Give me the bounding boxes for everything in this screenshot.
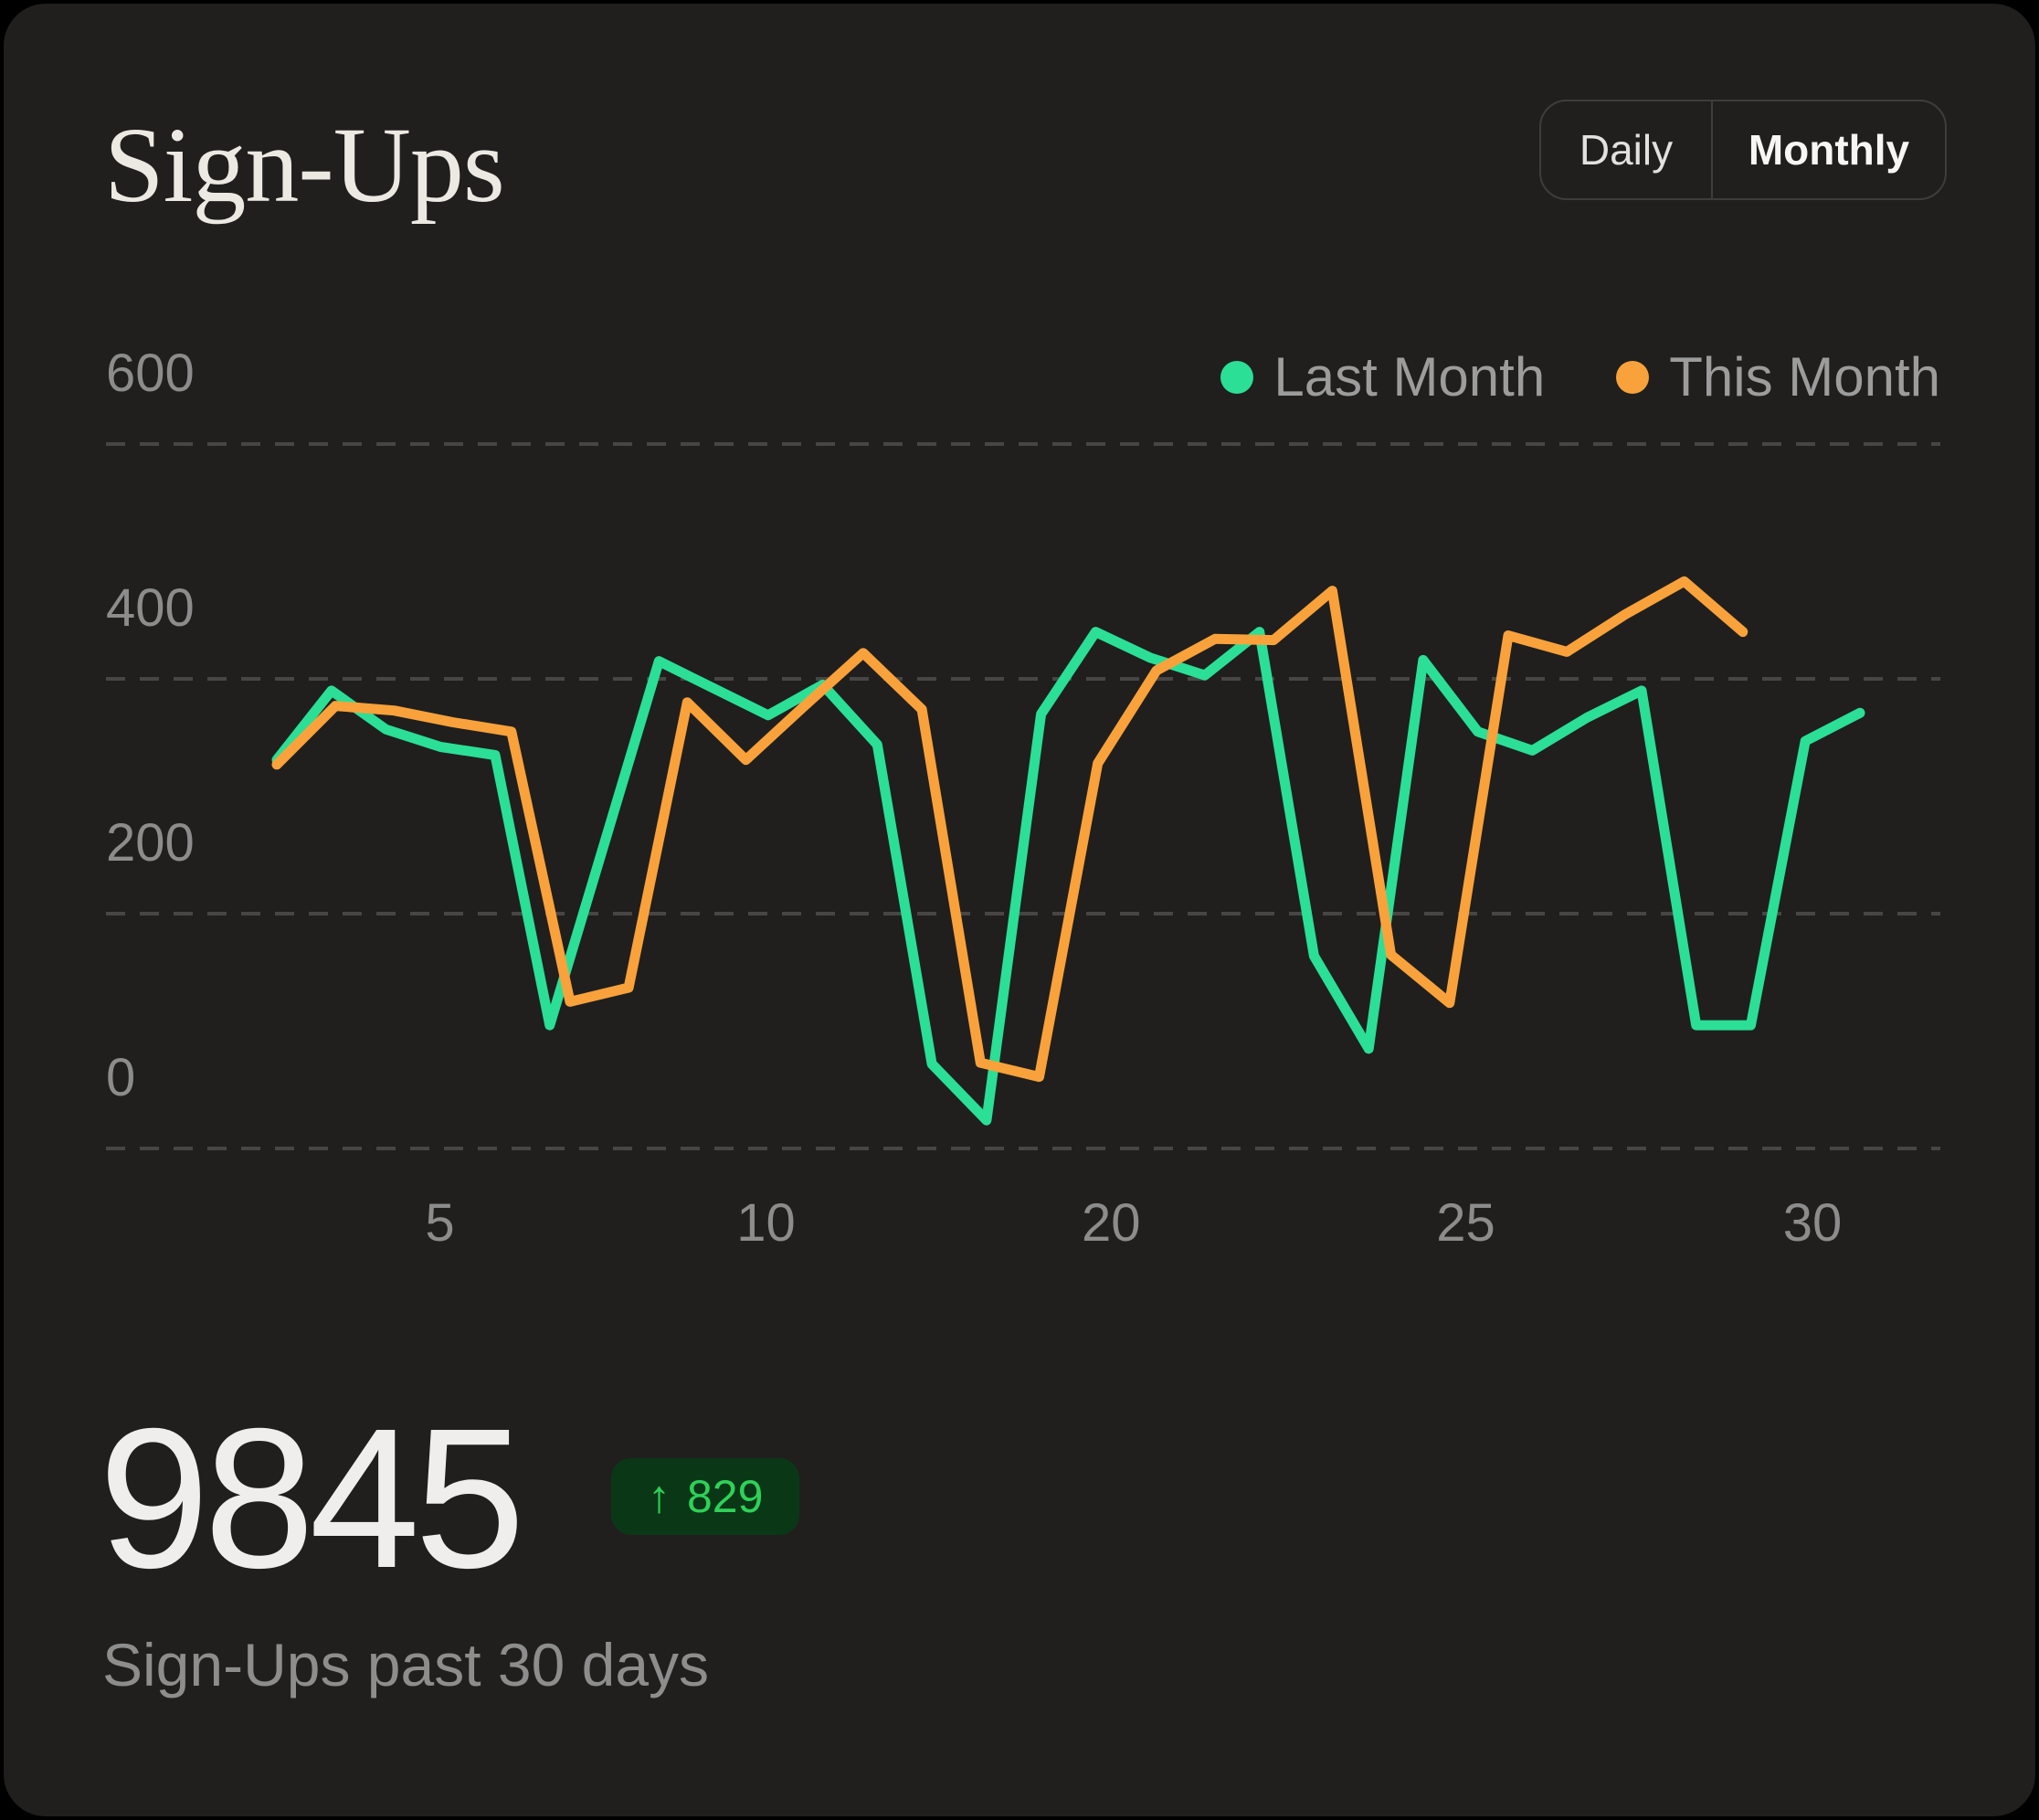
x-axis-label-5: 5 — [425, 1193, 455, 1253]
legend-item-last-month: Last Month — [1220, 350, 1545, 405]
chart-legend: Last Month This Month — [1220, 345, 1940, 409]
arrow-up-icon: ↑ — [648, 1471, 671, 1522]
y-axis-label-600: 600 — [106, 344, 195, 403]
chart-caption: Sign-Ups past 30 days — [102, 1631, 710, 1698]
legend-label-this-month: This Month — [1669, 346, 1940, 407]
signups-card: Sign-Ups Daily Monthly Last Month This M… — [4, 4, 2035, 1816]
toggle-daily-button[interactable]: Daily — [1541, 101, 1713, 198]
page-title: Sign-Ups — [104, 105, 505, 225]
x-axis-label-25: 25 — [1436, 1193, 1495, 1253]
total-signups-value: 9845 — [99, 1388, 525, 1610]
x-axis-label-10: 10 — [736, 1193, 796, 1253]
interval-toggle: Daily Monthly — [1539, 100, 1947, 200]
delta-value: 829 — [687, 1471, 764, 1522]
legend-label-last-month: Last Month — [1273, 346, 1546, 407]
series-line-this-month — [271, 576, 1748, 1083]
y-axis-label-200: 200 — [106, 813, 195, 873]
legend-item-this-month: This Month — [1616, 350, 1940, 405]
legend-dot-orange-icon — [1616, 361, 1650, 394]
legend-dot-green-icon — [1220, 361, 1254, 394]
x-axis-label-30: 30 — [1782, 1193, 1843, 1253]
x-axis-label-20: 20 — [1082, 1193, 1141, 1253]
toggle-monthly-button[interactable]: Monthly — [1713, 101, 1945, 198]
y-axis-label-400: 400 — [106, 578, 195, 638]
y-axis-label-0: 0 — [106, 1048, 136, 1107]
delta-badge: ↑ 829 — [611, 1458, 800, 1535]
signups-line-chart — [106, 442, 1940, 1150]
series-line-last-month — [271, 627, 1865, 1126]
